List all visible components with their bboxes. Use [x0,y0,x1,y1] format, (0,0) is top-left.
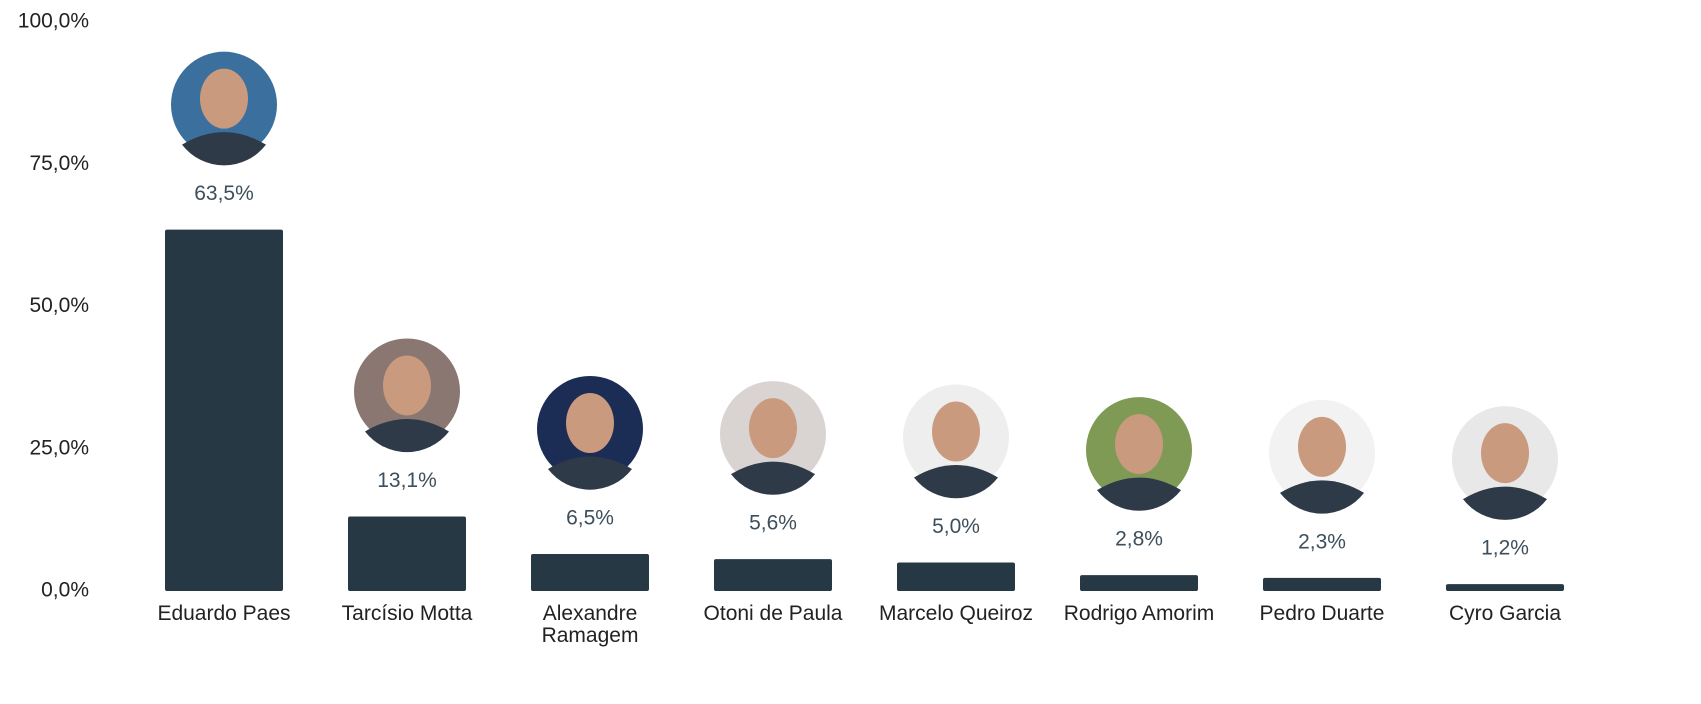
bar [348,516,466,591]
photo-face [1481,423,1529,484]
value-label: 13,1% [377,469,437,492]
photo-shoulders [731,461,815,495]
value-label: 2,3% [1298,530,1346,553]
y-tick-label: 100,0% [18,10,89,33]
photo-face [1298,416,1346,477]
x-tick-label: Cyro Garcia [1448,602,1562,625]
value-label: 6,5% [566,507,614,530]
y-tick-label: 50,0% [29,294,89,317]
x-tick-label: Eduardo Paes [157,602,291,625]
bar [897,562,1015,591]
photo-shoulders [182,132,266,166]
bar [531,554,649,591]
value-label: 63,5% [194,182,254,205]
x-tick-label: Rodrigo Amorim [1063,602,1215,625]
x-tick-label: Alexandre Ramagem [541,602,639,647]
x-tick-label: Marcelo Queiroz [878,602,1034,625]
value-label: 2,8% [1115,528,1163,551]
photo-shoulders [548,456,632,490]
bar [1263,577,1381,591]
x-tick-label: Tarcísio Motta [341,602,473,625]
photo-face [566,393,614,454]
photo-face [749,398,797,459]
value-label: 5,0% [932,515,980,538]
bar [714,559,832,591]
y-tick-label: 25,0% [29,436,89,459]
bar [1446,584,1564,591]
y-tick-label: 0,0% [41,579,89,602]
photo-face [1115,414,1163,475]
y-tick-label: 75,0% [29,152,89,175]
x-tick-label: Otoni de Paula [703,602,843,625]
bar [1080,575,1198,591]
value-label: 5,6% [749,512,797,535]
x-tick-label: Pedro Duarte [1259,602,1385,625]
photo-face [200,68,248,129]
bar [165,229,283,591]
photo-face [383,355,431,416]
photo-shoulders [365,418,449,453]
photo-shoulders [1280,480,1364,514]
photo-face [932,401,980,462]
photo-shoulders [1097,477,1181,511]
photo-shoulders [1463,486,1547,520]
photo-shoulders [914,465,998,499]
value-label: 1,2% [1481,537,1529,560]
